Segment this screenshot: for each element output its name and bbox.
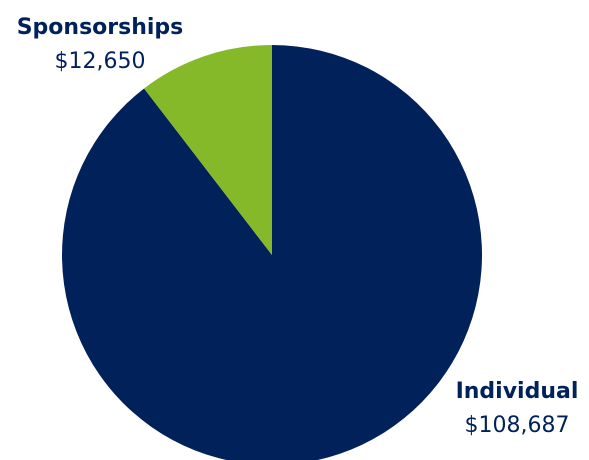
slice-name-individual: Individual xyxy=(456,379,579,404)
slice-label-individual: Individual $108,687 xyxy=(456,379,579,438)
pie-slice-sponsorships xyxy=(144,45,272,255)
pie-slices xyxy=(62,45,482,460)
slice-label-sponsorships: Sponsorships $12,650 xyxy=(17,15,184,74)
slice-value-sponsorships: $12,650 xyxy=(55,49,146,74)
slice-name-sponsorships: Sponsorships xyxy=(17,15,184,40)
pie-slice-individual xyxy=(62,45,482,460)
slice-value-individual: $108,687 xyxy=(465,413,570,438)
